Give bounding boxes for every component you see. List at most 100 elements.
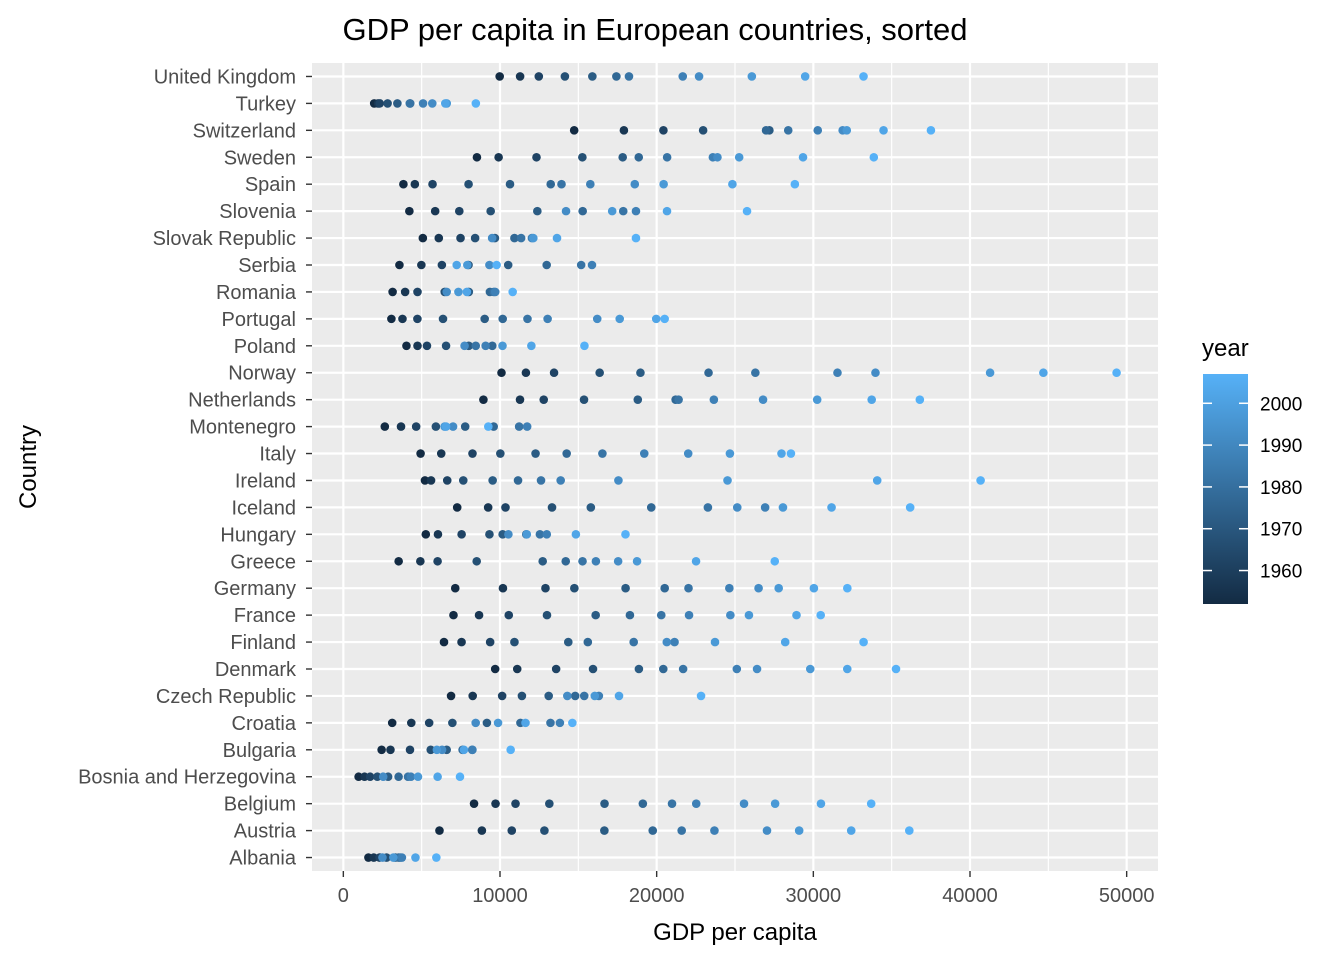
data-point [751,368,760,378]
data-point [631,206,641,216]
data-point [677,826,686,835]
data-point [619,126,629,135]
data-point [710,826,719,835]
data-point [504,530,513,539]
data-point [872,476,882,485]
data-point [470,233,480,243]
data-point [725,449,735,458]
data-point [406,718,416,728]
data-point [542,530,552,539]
data-point [612,72,621,81]
data-point [405,206,414,216]
data-point [778,503,788,512]
data-point [562,449,571,458]
data-point [726,610,735,620]
legend-tick-label: 1980 [1260,478,1302,499]
data-point [723,476,732,485]
legend-colorbar [1203,374,1248,604]
data-point [770,556,780,566]
data-point [570,691,580,701]
data-point [754,583,763,593]
data-point [557,179,566,189]
data-point [576,260,586,270]
data-point [694,72,704,81]
y-tick-label: Czech Republic [156,686,296,708]
data-point [501,503,510,512]
data-point [532,152,541,162]
data-point [437,260,447,270]
data-point [480,314,489,324]
data-point [1039,368,1048,378]
data-point [678,72,688,81]
data-point [448,422,458,431]
data-point [660,314,669,324]
data-point [670,637,679,647]
data-point [479,395,488,404]
data-point [477,826,487,835]
data-point [590,691,600,701]
data-point [446,691,456,701]
data-point [534,72,544,81]
data-point [469,799,479,808]
data-point [538,556,547,566]
data-point [696,691,706,701]
y-tick-label: Belgium [224,794,296,816]
data-point [420,476,430,485]
data-point [498,341,507,351]
data-point [533,206,542,216]
data-point [667,799,677,808]
y-tick-label: Denmark [215,659,297,681]
y-tick-label: Albania [229,848,297,870]
data-point [547,503,557,512]
data-point [456,233,465,243]
data-point [539,395,549,404]
data-point [424,718,434,728]
x-axis-title: GDP per capita [653,919,817,946]
data-point [507,826,517,835]
data-point [600,799,609,808]
data-point [496,449,505,458]
legend-title: year [1202,335,1249,362]
data-point [380,422,390,431]
data-point [398,314,407,324]
data-point [618,206,628,216]
data-point [516,233,526,243]
data-point [618,152,628,162]
data-point [459,745,469,755]
data-point [742,206,752,216]
data-point [521,368,531,378]
data-point [543,314,552,324]
data-point [631,233,641,243]
data-point [747,72,757,81]
data-point [752,664,762,674]
y-tick-label: Turkey [236,93,296,115]
data-point [674,395,683,404]
data-point [621,530,630,539]
data-point [418,99,428,108]
data-point [704,368,713,378]
y-tick-label: Austria [234,821,297,843]
data-point [504,610,514,620]
data-point [869,152,879,162]
data-point [413,287,422,297]
data-point [871,368,880,378]
data-point [607,206,617,216]
data-point [630,179,640,189]
data-point [770,799,780,808]
data-point [915,395,925,404]
data-point [457,637,466,647]
y-tick-label: Spain [245,174,296,196]
data-point [578,556,587,566]
data-point [433,772,442,782]
data-point [725,583,734,593]
data-point [703,503,713,512]
y-tick-label: Serbia [238,255,297,277]
y-tick-label: Greece [230,551,296,573]
data-point [578,206,587,216]
data-point [591,556,601,566]
data-point [698,126,708,135]
y-tick-label: Sweden [224,147,296,169]
data-point [560,72,570,81]
data-point [494,152,503,162]
